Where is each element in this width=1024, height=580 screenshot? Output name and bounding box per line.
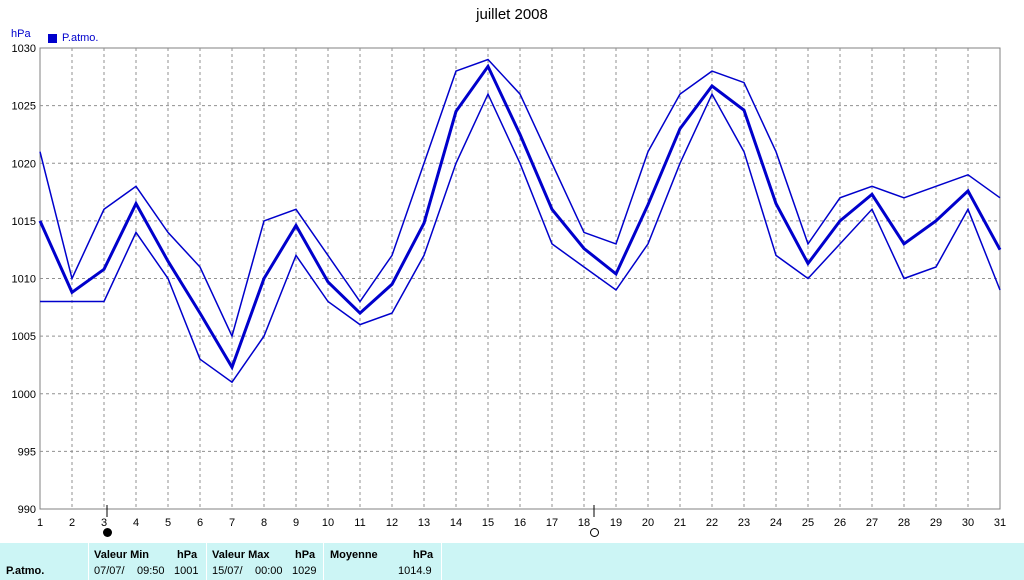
footer-separator	[88, 543, 89, 580]
full-moon-icon	[589, 528, 599, 537]
max-time: 00:00	[255, 565, 283, 577]
legend: P.atmo.	[48, 32, 99, 44]
y-tick-label: 1005	[12, 331, 36, 343]
x-tick-label: 7	[229, 517, 235, 529]
x-tick-label: 26	[834, 517, 846, 529]
y-tick-label: 1020	[12, 158, 36, 170]
x-tick-label: 4	[133, 517, 139, 529]
axis-ticks: 1 2 3 4 5 6 7 8 9 10 11 12 13 14 15 16 17 18 19 20 21 22 23 24 2…	[12, 43, 1007, 529]
x-tick-label: 19	[610, 517, 622, 529]
min-time: 09:50	[137, 565, 165, 577]
x-tick-label: 18	[578, 517, 590, 529]
x-tick-label: 25	[802, 517, 814, 529]
y-tick-label: 990	[18, 504, 36, 516]
footer-separator	[441, 543, 442, 580]
max-header: Valeur Max	[212, 549, 270, 561]
y-tick-label: 1025	[12, 101, 36, 113]
new-moon-icon	[102, 528, 112, 537]
x-tick-label: 11	[354, 517, 365, 529]
x-tick-label: 1	[37, 517, 43, 529]
y-tick-label: 995	[18, 446, 36, 458]
x-tick-label: 30	[962, 517, 974, 529]
legend-label: P.atmo.	[62, 32, 99, 44]
x-tick-label: 17	[546, 517, 558, 529]
x-tick-label: 10	[322, 517, 334, 529]
x-tick-label: 3	[101, 517, 107, 529]
max-date: 15/07/	[212, 565, 243, 577]
footer-row-label: P.atmo.	[6, 565, 45, 577]
min-date: 07/07/	[94, 565, 125, 577]
min-unit: hPa	[177, 549, 198, 561]
x-tick-label: 22	[706, 517, 718, 529]
mean-unit: hPa	[413, 549, 434, 561]
min-value: 1001	[174, 565, 199, 577]
max-unit: hPa	[295, 549, 316, 561]
x-tick-label: 2	[69, 517, 75, 529]
x-tick-label: 15	[482, 517, 494, 529]
x-tick-label: 20	[642, 517, 654, 529]
series-lines	[38, 58, 1002, 384]
y-tick-label: 1010	[12, 274, 36, 286]
x-tick-label: 6	[197, 517, 203, 529]
x-tick-label: 21	[674, 517, 686, 529]
x-tick-label: 16	[514, 517, 526, 529]
x-tick-label: 31	[994, 517, 1006, 529]
x-tick-label: 8	[261, 517, 267, 529]
x-tick-label: 9	[293, 517, 299, 529]
series-line-max	[39, 58, 1001, 339]
chart-title: juillet 2008	[476, 6, 548, 23]
mean-header: Moyenne	[330, 549, 378, 561]
y-tick-label: 1030	[12, 43, 36, 55]
x-tick-label: 12	[386, 517, 398, 529]
x-tick-label: 29	[930, 517, 942, 529]
mean-value: 1014.9	[398, 565, 432, 577]
series-line-min	[40, 92, 1001, 384]
stats-footer: P.atmo. Valeur Min hPa 07/07/ 09:50 1001…	[0, 543, 1024, 580]
x-tick-label: 24	[770, 517, 782, 529]
footer-separator	[206, 543, 207, 580]
x-tick-label: 5	[165, 517, 171, 529]
series-line-mean	[38, 63, 1002, 371]
x-tick-label: 13	[418, 517, 430, 529]
x-tick-label: 28	[898, 517, 910, 529]
x-tick-label: 14	[450, 517, 462, 529]
footer-separator	[323, 543, 324, 580]
y-tick-label: 1015	[12, 216, 36, 228]
y-tick-label: 1000	[12, 389, 36, 401]
x-tick-label: 27	[866, 517, 878, 529]
max-value: 1029	[292, 565, 317, 577]
x-tick-label: 23	[738, 517, 750, 529]
y-unit-label: hPa	[11, 28, 31, 40]
legend-swatch	[48, 33, 57, 43]
pressure-chart: 1 2 3 4 5 6 7 8 9 10 11 12 13 14 15 16 17 18 19 20 21 22 23 24 2…	[12, 43, 1007, 529]
min-header: Valeur Min	[94, 549, 150, 561]
